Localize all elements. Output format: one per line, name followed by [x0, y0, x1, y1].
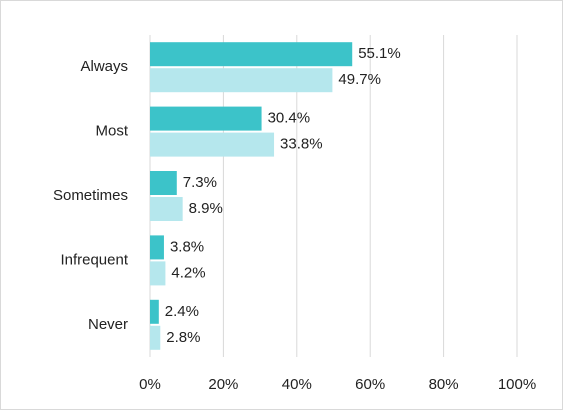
bar — [150, 132, 275, 157]
bar — [150, 42, 353, 67]
x-tick-label: 40% — [282, 376, 312, 393]
bar — [150, 299, 159, 324]
bar — [150, 171, 177, 195]
x-tick-label: 20% — [208, 376, 238, 393]
bar — [150, 261, 166, 286]
value-label: 33.8% — [280, 136, 323, 153]
bar — [150, 325, 161, 350]
y-tick-label: Sometimes — [53, 187, 128, 204]
value-label: 3.8% — [170, 238, 204, 255]
bar — [150, 106, 262, 131]
value-label: 2.8% — [166, 329, 200, 346]
bar — [150, 235, 164, 260]
y-tick-label: Infrequent — [60, 251, 128, 268]
x-tick-label: 80% — [429, 376, 459, 393]
value-label: 30.4% — [268, 110, 311, 127]
value-label: 4.2% — [171, 264, 205, 281]
value-label: 55.1% — [358, 45, 401, 62]
y-tick-label: Always — [80, 58, 128, 75]
bar — [150, 197, 183, 221]
x-tick-label: 0% — [139, 376, 161, 393]
x-tick-label: 100% — [498, 376, 536, 393]
bar — [150, 68, 333, 93]
y-tick-label: Never — [88, 316, 128, 333]
x-tick-label: 60% — [355, 376, 385, 393]
value-label: 7.3% — [183, 174, 217, 191]
y-tick-label: Most — [95, 123, 128, 140]
value-label: 49.7% — [338, 71, 381, 88]
value-label: 8.9% — [189, 200, 223, 217]
value-label: 2.4% — [165, 303, 199, 320]
